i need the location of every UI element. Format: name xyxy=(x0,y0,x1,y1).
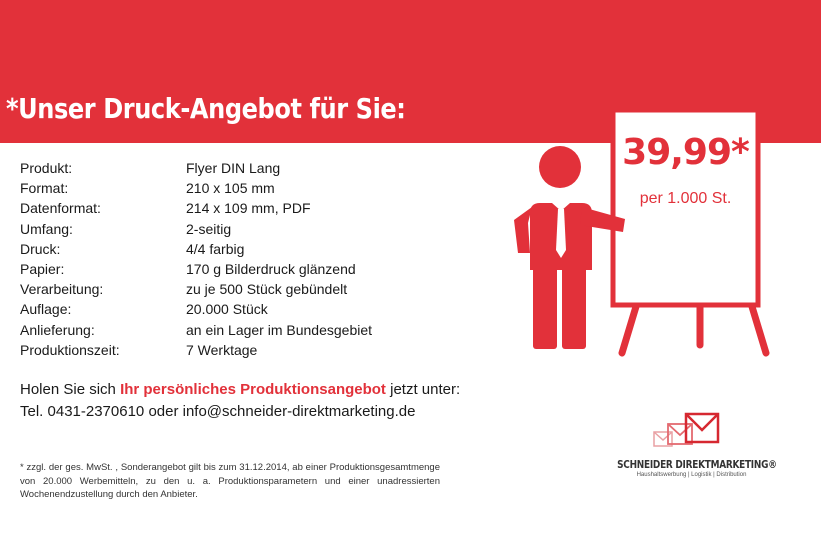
logo-tagline: Haushaltswerbung | Logistik | Distributi… xyxy=(636,472,747,478)
call-to-action: Holen Sie sich Ihr persönliches Produkti… xyxy=(20,379,460,423)
spec-label: Format: xyxy=(20,180,69,197)
spec-row: Druck: 4/4 farbig xyxy=(20,239,372,259)
spec-row: Produkt: Flyer DIN Lang xyxy=(20,158,372,178)
spec-label: Produktionszeit: xyxy=(20,341,120,358)
spec-label: Druck: xyxy=(20,240,61,257)
spec-row: Format: 210 x 105 mm xyxy=(20,178,372,198)
spec-label: Papier: xyxy=(20,260,65,277)
spec-value: 210 x 105 mm xyxy=(186,180,275,197)
spec-label: Verarbeitung: xyxy=(20,281,104,298)
spec-label: Umfang: xyxy=(20,220,73,237)
envelope-logo-icon xyxy=(652,412,719,447)
person-arm-left xyxy=(514,207,532,253)
page-title: *Unser Druck-Angebot für Sie: xyxy=(6,92,406,125)
company-logo: SCHNEIDER DIREKTMARKETING® Haushaltswerb… xyxy=(604,408,779,478)
person-head xyxy=(539,146,581,188)
cta-suffix: jetzt unter: xyxy=(385,381,461,398)
spec-row: Papier: 170 g Bilderdruck glänzend xyxy=(20,259,372,279)
presenter-board-illustration xyxy=(514,107,770,357)
person-arm xyxy=(580,207,625,232)
cta-prefix: Holen Sie sich xyxy=(20,381,121,398)
price-unit: per 1.000 St. xyxy=(639,190,732,207)
spec-label: Auflage: xyxy=(20,301,72,318)
price-amount: 39,99* xyxy=(622,132,750,173)
logo-name: SCHNEIDER DIREKTMARKETING® xyxy=(617,459,777,471)
spec-row: Umfang: 2-seitig xyxy=(20,219,372,239)
easel-leg-left xyxy=(618,296,642,357)
spec-value: an ein Lager im Bundesgebiet xyxy=(186,321,373,338)
spec-value: 20.000 Stück xyxy=(186,301,268,318)
spec-value: 2-seitig xyxy=(186,220,232,237)
cta-line: Holen Sie sich Ihr persönliches Produkti… xyxy=(20,379,460,401)
tie-icon xyxy=(556,209,566,258)
spec-value: 4/4 farbig xyxy=(186,240,245,257)
spec-label: Produkt: xyxy=(20,160,73,176)
person-leg-right xyxy=(562,267,586,349)
spec-row: Datenformat: 214 x 109 mm, PDF xyxy=(20,198,372,218)
spec-list: Produkt: Flyer DIN Lang Format: 210 x 105 … xyxy=(20,158,372,360)
spec-label: Datenformat: xyxy=(20,200,101,217)
presentation-board xyxy=(610,107,761,308)
person-leg-left xyxy=(533,267,557,349)
spec-value: Flyer DIN Lang xyxy=(186,160,281,176)
spec-value: 214 x 109 mm, PDF xyxy=(186,200,311,217)
spec-value: 7 Werktage xyxy=(186,341,258,358)
spec-value: zu je 500 Stück gebündelt xyxy=(186,281,348,298)
easel-leg-right xyxy=(746,296,770,357)
spec-value: 170 g Bilderdruck glänzend xyxy=(186,260,356,277)
footnote: * zzgl. der ges. MwSt. , Sonderangebot g… xyxy=(20,462,440,500)
spec-row: Auflage: 20.000 Stück xyxy=(20,299,372,319)
shirt-collar xyxy=(552,203,570,211)
contact-line: Tel. 0431-2370610 oder info@schneider-di… xyxy=(20,403,416,420)
spec-label: Anlieferung: xyxy=(20,321,95,338)
spec-row: Produktionszeit: 7 Werktage xyxy=(20,340,372,360)
cta-highlight: Ihr persönliches Produktionsangebot xyxy=(120,381,386,398)
spec-row: Verarbeitung: zu je 500 Stück gebündelt xyxy=(20,279,372,299)
spec-row: Anlieferung: an ein Lager im Bundesgebiet xyxy=(20,320,372,340)
